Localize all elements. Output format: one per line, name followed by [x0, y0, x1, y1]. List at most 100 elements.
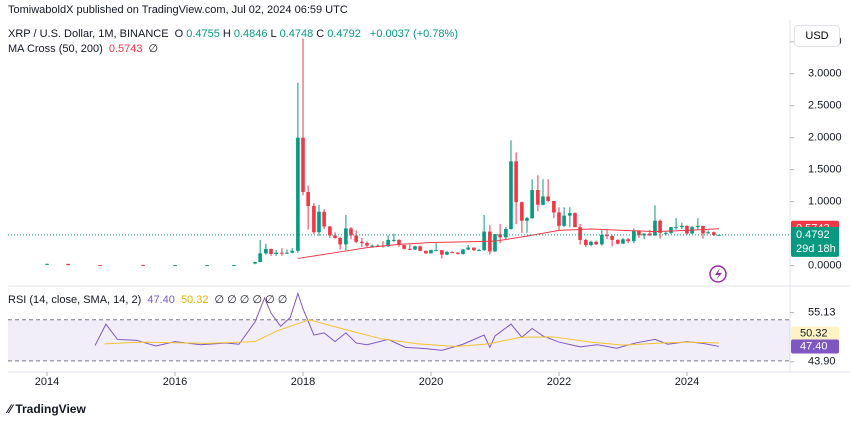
candle-body [568, 213, 572, 216]
candle-body [317, 211, 321, 233]
ohlc-values: O 0.4755 H 0.4846 L 0.4748 C 0.4792 [175, 28, 364, 40]
change: +0.0037 (+0.78%) [369, 28, 458, 40]
candle-body [648, 233, 652, 236]
candle-body [328, 226, 332, 236]
rsi-tag-text: 47.40 [800, 340, 828, 352]
candle-body [397, 239, 401, 246]
candle-body [589, 241, 593, 246]
candle-body [706, 232, 710, 234]
candle-body [616, 239, 620, 244]
candle-body [450, 252, 454, 254]
rsi-band [8, 319, 790, 361]
candle-body [472, 247, 476, 251]
candle-body [514, 161, 518, 203]
candle-body [269, 248, 273, 254]
candle-body [290, 250, 294, 253]
rsi-markers: ∅ ∅ ∅ ∅ ∅ ∅ [214, 294, 288, 306]
ma-value: 0.5743 [108, 43, 143, 55]
candle-body [461, 249, 465, 254]
candle-body [680, 225, 684, 228]
candle-body [173, 265, 177, 267]
candle-body [360, 241, 364, 244]
x-tick-label: 2018 [291, 376, 315, 388]
rsi-series-line [104, 319, 719, 347]
candle-body [365, 243, 369, 246]
rsi-title: RSI (14, close, SMA, 14, 2) [8, 294, 142, 306]
y-tick-label: 0.0000 [808, 259, 842, 271]
candle-body [386, 239, 390, 247]
candle-body [344, 228, 348, 245]
candle-body [637, 230, 641, 236]
candle-body [413, 246, 417, 250]
y-tick-label: 2.0000 [808, 132, 842, 144]
candle-body [696, 225, 700, 228]
ohlc-key: O [174, 28, 184, 40]
candle-body [349, 228, 353, 236]
candle-body [264, 248, 268, 254]
candle-body [312, 206, 316, 233]
candle-body [45, 263, 49, 265]
candle-body [717, 234, 721, 236]
candle-body [578, 227, 582, 240]
candle-body [274, 252, 278, 254]
candle-body [445, 252, 449, 255]
rsi-series-line [94, 291, 720, 351]
candle-body [392, 239, 396, 241]
ohlc-key: C [316, 28, 325, 40]
candle-body [530, 190, 534, 219]
candle-body [482, 231, 486, 251]
candle-body [418, 246, 422, 251]
candle-body [477, 250, 481, 252]
sma-value: 50.32 [180, 294, 209, 306]
candle-body [456, 252, 460, 254]
symbol-title: XRP / U.S. Dollar, 1M, BINANCE [8, 28, 169, 40]
candle-body [280, 252, 284, 254]
candle-body [541, 196, 545, 205]
y-tick-label: 1.5000 [808, 164, 842, 176]
candle-body [232, 265, 236, 267]
ma-line [297, 228, 719, 259]
y-tick-label: 1.0000 [808, 195, 842, 207]
candle-body [354, 235, 358, 242]
candle-body [546, 196, 550, 201]
candle-body [402, 245, 406, 249]
candle-body [504, 229, 508, 238]
candle-body [584, 239, 588, 246]
candle-body [98, 265, 102, 267]
candle-body [712, 232, 716, 236]
candle-body [685, 225, 689, 234]
candle-body [66, 263, 70, 266]
candle-body [653, 220, 657, 236]
candle-body [301, 137, 305, 192]
event-icon[interactable] [709, 265, 727, 283]
ohlc-value: 0.4792 [327, 28, 361, 40]
ohlc-key: H [222, 28, 231, 40]
candle-body [520, 202, 524, 221]
currency-button[interactable]: USD [794, 25, 840, 47]
price-legend: XRP / U.S. Dollar, 1M, BINANCE O 0.4755 H 0… [8, 28, 461, 40]
candle-body [440, 250, 444, 255]
candle-body [498, 234, 502, 238]
x-tick-label: 2014 [35, 376, 59, 388]
candle-body [338, 237, 342, 245]
x-tick-label: 2022 [547, 376, 571, 388]
candle-body [493, 234, 497, 252]
candle-body [258, 253, 262, 263]
candle-body [552, 200, 556, 213]
header-text: TomiwaboldX published on TradingView.com… [8, 4, 348, 16]
candle-body [306, 191, 310, 207]
ma-legend: MA Cross (50, 200) 0.5743 ∅ [8, 42, 161, 55]
candle-body [658, 220, 662, 233]
event-icon-bolt [715, 268, 722, 280]
candle-body [408, 248, 412, 250]
candle-body [509, 161, 513, 230]
last-price-tag [791, 226, 839, 257]
candle-body [536, 190, 540, 205]
candle-body [205, 265, 209, 267]
rsi-tag [791, 339, 839, 354]
y-tick-label: 43.90 [808, 356, 836, 368]
candle-body [253, 262, 257, 264]
candle-body [674, 227, 678, 229]
